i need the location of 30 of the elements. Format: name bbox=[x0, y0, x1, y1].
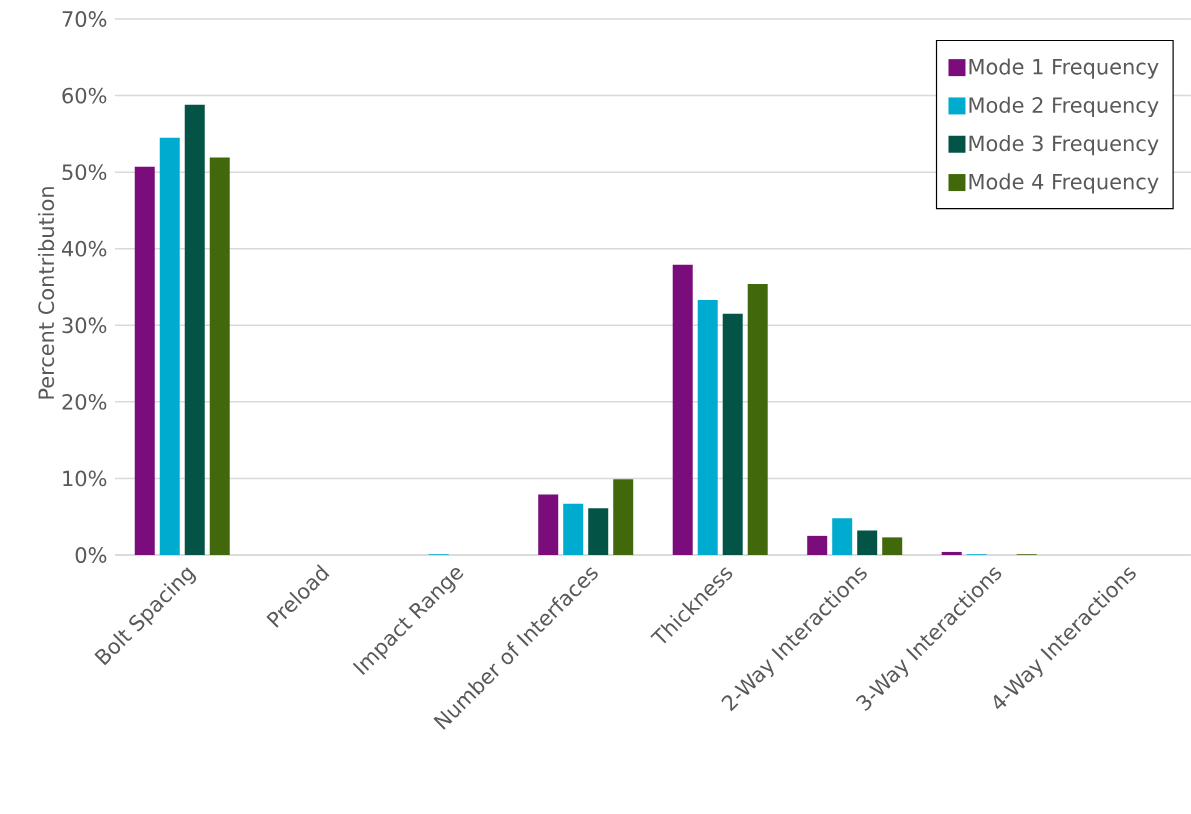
bar bbox=[832, 518, 853, 555]
y-tick-label: 20% bbox=[62, 393, 107, 410]
y-tick-label: 40% bbox=[61, 240, 107, 257]
bar bbox=[747, 283, 768, 555]
y-tick-label: 0% bbox=[75, 547, 107, 563]
legend-label: Mode 1 Frequency bbox=[969, 58, 1159, 79]
bar bbox=[672, 264, 693, 555]
legend-label: Mode 4 Frequency bbox=[969, 173, 1159, 194]
bar bbox=[563, 503, 584, 555]
bar bbox=[722, 313, 743, 555]
bar bbox=[159, 137, 180, 555]
bar bbox=[697, 300, 718, 555]
bar bbox=[209, 157, 230, 555]
y-tick-label: 10% bbox=[63, 470, 107, 487]
y-axis-title: Percent Contribution bbox=[37, 187, 55, 399]
y-tick-label: 70% bbox=[62, 11, 107, 27]
legend-label: Mode 2 Frequency bbox=[969, 96, 1159, 117]
bar bbox=[613, 479, 634, 555]
bar bbox=[588, 508, 609, 555]
bar bbox=[941, 551, 962, 555]
bar bbox=[538, 494, 559, 555]
bar bbox=[184, 104, 205, 555]
y-tick-label: 60% bbox=[62, 87, 107, 104]
legend-label: Mode 3 Frequency bbox=[969, 135, 1159, 156]
bar bbox=[807, 535, 828, 555]
bar bbox=[882, 537, 903, 555]
y-tick-label: 50% bbox=[62, 164, 107, 181]
bar bbox=[857, 530, 878, 555]
y-tick-label: 30% bbox=[62, 317, 107, 334]
bar bbox=[134, 166, 155, 555]
